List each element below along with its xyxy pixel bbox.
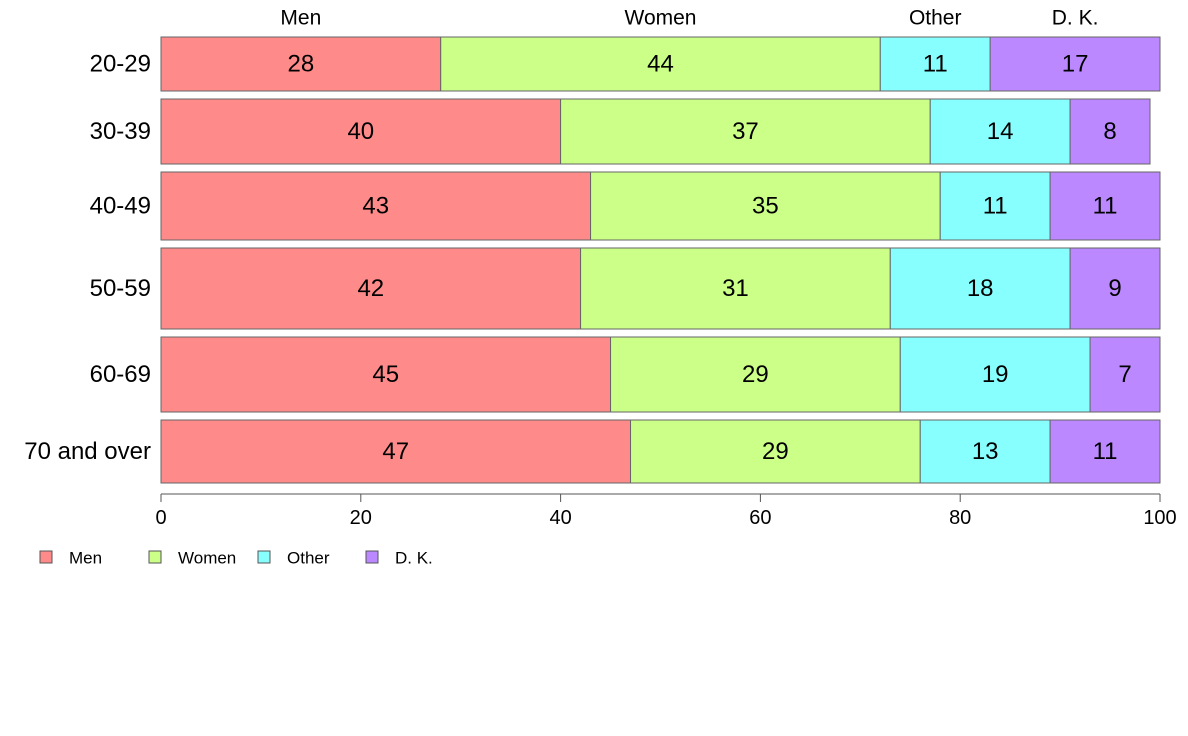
- category-label-70-and-over: 70 and over: [24, 438, 151, 465]
- value-label-men-40-49: 43: [362, 193, 389, 220]
- value-label-other-70-and-over: 13: [972, 438, 999, 465]
- x-tick-label-100: 100: [1143, 507, 1176, 529]
- top-label-women: Women: [625, 7, 697, 30]
- bar-women-70-and-over: [630, 419, 921, 484]
- legend: Men Women Other D. K.: [39, 549, 433, 568]
- x-tick-label-20: 20: [350, 507, 372, 529]
- value-label-men-60-69: 45: [372, 361, 399, 388]
- value-label-men-50-59: 42: [357, 275, 384, 302]
- value-label-women-20-29: 44: [647, 51, 674, 78]
- bar-men-40-49: [160, 171, 592, 241]
- bars: 28 44 11 17 40 37 14 8 43 35 11 11 42 31 18 9 45 29 19 7 47 2…: [160, 36, 1161, 484]
- category-labels: 20-29 30-39 40-49 50-59 60-69 70 and over: [24, 51, 151, 466]
- bar-women-40-49: [590, 171, 941, 241]
- legend-label-men: Men: [69, 549, 102, 568]
- bar-men-30-39: [160, 98, 562, 165]
- bar-women-30-39: [560, 98, 931, 165]
- bar-other-50-59: [889, 247, 1071, 330]
- value-label-d-k-70-and-over: 11: [1093, 438, 1118, 465]
- bar-other-20-29: [879, 36, 991, 92]
- bar-women-60-69: [610, 336, 901, 413]
- x-tick-label-60: 60: [749, 507, 771, 529]
- bar-other-30-39: [929, 98, 1071, 165]
- category-label-40-49: 40-49: [90, 193, 151, 220]
- value-label-other-20-29: 11: [923, 51, 948, 78]
- category-label-50-59: 50-59: [90, 275, 151, 302]
- bar-d-k-60-69: [1089, 336, 1161, 413]
- bar-men-60-69: [160, 336, 612, 413]
- bar-d-k-40-49: [1049, 171, 1161, 241]
- category-label-60-69: 60-69: [90, 361, 151, 388]
- bar-d-k-20-29: [989, 36, 1161, 92]
- legend-swatch-women: [148, 550, 162, 564]
- bar-women-20-29: [440, 36, 881, 92]
- bar-men-70-and-over: [160, 419, 632, 484]
- value-label-other-50-59: 18: [967, 275, 994, 302]
- bar-other-60-69: [899, 336, 1091, 413]
- value-label-d-k-50-59: 9: [1108, 275, 1121, 302]
- top-series-labels: Men Women Other D. K.: [280, 7, 1098, 30]
- legend-label-d-k: D. K.: [395, 549, 433, 568]
- bar-other-70-and-over: [919, 419, 1051, 484]
- bar-d-k-30-39: [1069, 98, 1151, 165]
- legend-swatch-other: [257, 550, 271, 564]
- value-label-d-k-20-29: 17: [1062, 51, 1089, 78]
- bar-d-k-70-and-over: [1049, 419, 1161, 484]
- value-label-men-70-and-over: 47: [382, 438, 409, 465]
- top-label-men: Men: [280, 7, 321, 30]
- bar-women-50-59: [580, 247, 891, 330]
- x-tick-label-80: 80: [949, 507, 971, 529]
- value-label-men-30-39: 40: [347, 118, 374, 145]
- legend-swatch-men: [39, 550, 53, 564]
- value-label-other-30-39: 14: [987, 118, 1014, 145]
- category-label-20-29: 20-29: [90, 51, 151, 78]
- x-tick-label-40: 40: [549, 507, 571, 529]
- legend-label-women: Women: [178, 549, 236, 568]
- bar-men-20-29: [160, 36, 442, 92]
- value-label-d-k-60-69: 7: [1118, 361, 1131, 388]
- value-label-women-40-49: 35: [752, 193, 779, 220]
- legend-label-other: Other: [287, 549, 330, 568]
- value-label-men-20-29: 28: [288, 51, 315, 78]
- value-label-d-k-30-39: 8: [1103, 118, 1116, 145]
- value-label-other-60-69: 19: [982, 361, 1009, 388]
- bar-d-k-50-59: [1069, 247, 1161, 330]
- top-label-other: Other: [909, 7, 962, 30]
- x-tick-label-0: 0: [155, 507, 166, 529]
- value-label-women-30-39: 37: [732, 118, 759, 145]
- value-label-women-70-and-over: 29: [762, 438, 789, 465]
- bar-men-50-59: [160, 247, 582, 330]
- category-label-30-39: 30-39: [90, 118, 151, 145]
- top-label-d-k: D. K.: [1052, 7, 1099, 30]
- value-label-other-40-49: 11: [983, 193, 1008, 220]
- legend-swatch-d-k: [365, 550, 379, 564]
- value-label-women-50-59: 31: [722, 275, 749, 302]
- value-label-women-60-69: 29: [742, 361, 769, 388]
- x-axis: 0 20 40 60 80 100: [155, 493, 1177, 529]
- value-label-d-k-40-49: 11: [1093, 193, 1118, 220]
